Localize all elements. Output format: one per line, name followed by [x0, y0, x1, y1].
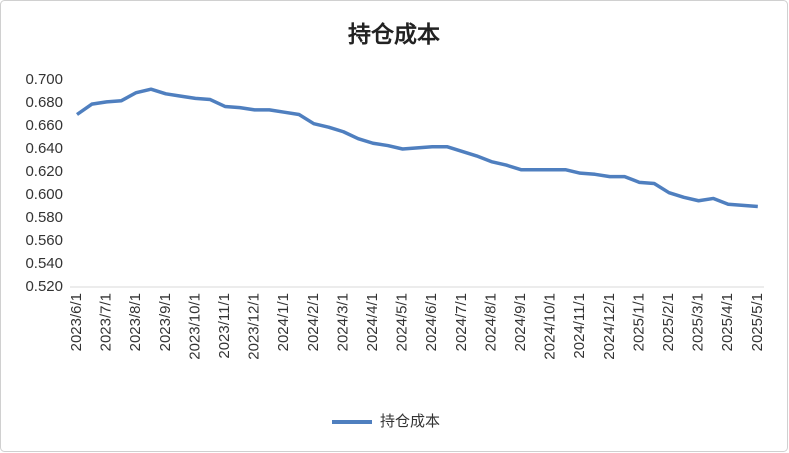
- y-tick-label: 0.660: [25, 117, 63, 134]
- x-tick-label: 2023/10/1: [186, 293, 203, 360]
- x-tick-label: 2025/4/1: [719, 293, 736, 351]
- y-tick-label: 0.580: [25, 209, 63, 226]
- x-tick-label: 2023/11/1: [216, 293, 233, 359]
- y-tick-label: 0.640: [25, 140, 63, 157]
- x-tick-label: 2025/1/1: [630, 293, 647, 351]
- x-tick-label: 2023/7/1: [98, 293, 115, 351]
- x-tick-label: 2024/9/1: [512, 293, 529, 351]
- x-tick-label: 2023/8/1: [127, 293, 144, 351]
- x-tick-label: 2023/9/1: [157, 293, 174, 351]
- x-tick-label: 2025/5/1: [749, 293, 766, 351]
- x-tick-label: 2023/12/1: [246, 293, 263, 360]
- x-tick-label: 2024/11/1: [571, 293, 588, 359]
- x-tick-label: 2024/12/1: [601, 293, 618, 360]
- y-tick-label: 0.600: [25, 186, 63, 203]
- x-tick-label: 2025/3/1: [690, 293, 707, 351]
- y-tick-label: 0.560: [25, 232, 63, 249]
- legend-label: 持仓成本: [380, 413, 440, 430]
- x-tick-label: 2024/4/1: [364, 293, 381, 351]
- x-tick-label: 2024/6/1: [423, 293, 440, 351]
- y-tick-label: 0.700: [25, 71, 63, 88]
- x-tick-label: 2024/3/1: [334, 293, 351, 351]
- y-tick-label: 0.680: [25, 94, 63, 111]
- x-tick-label: 2024/5/1: [394, 293, 411, 351]
- x-tick-label: 2025/2/1: [660, 293, 677, 351]
- x-tick-label: 2023/6/1: [68, 293, 85, 351]
- y-tick-label: 0.620: [25, 163, 63, 180]
- chart-title: 持仓成本: [348, 21, 440, 47]
- x-tick-label: 2024/2/1: [305, 293, 322, 351]
- y-tick-label: 0.540: [25, 255, 63, 272]
- x-tick-label: 2024/8/1: [482, 293, 499, 351]
- y-tick-label: 0.520: [25, 278, 63, 295]
- x-tick-label: 2024/7/1: [453, 293, 470, 351]
- x-tick-label: 2024/10/1: [542, 293, 559, 360]
- line-series: [75, 87, 758, 209]
- x-tick-label: 2024/1/1: [275, 293, 292, 351]
